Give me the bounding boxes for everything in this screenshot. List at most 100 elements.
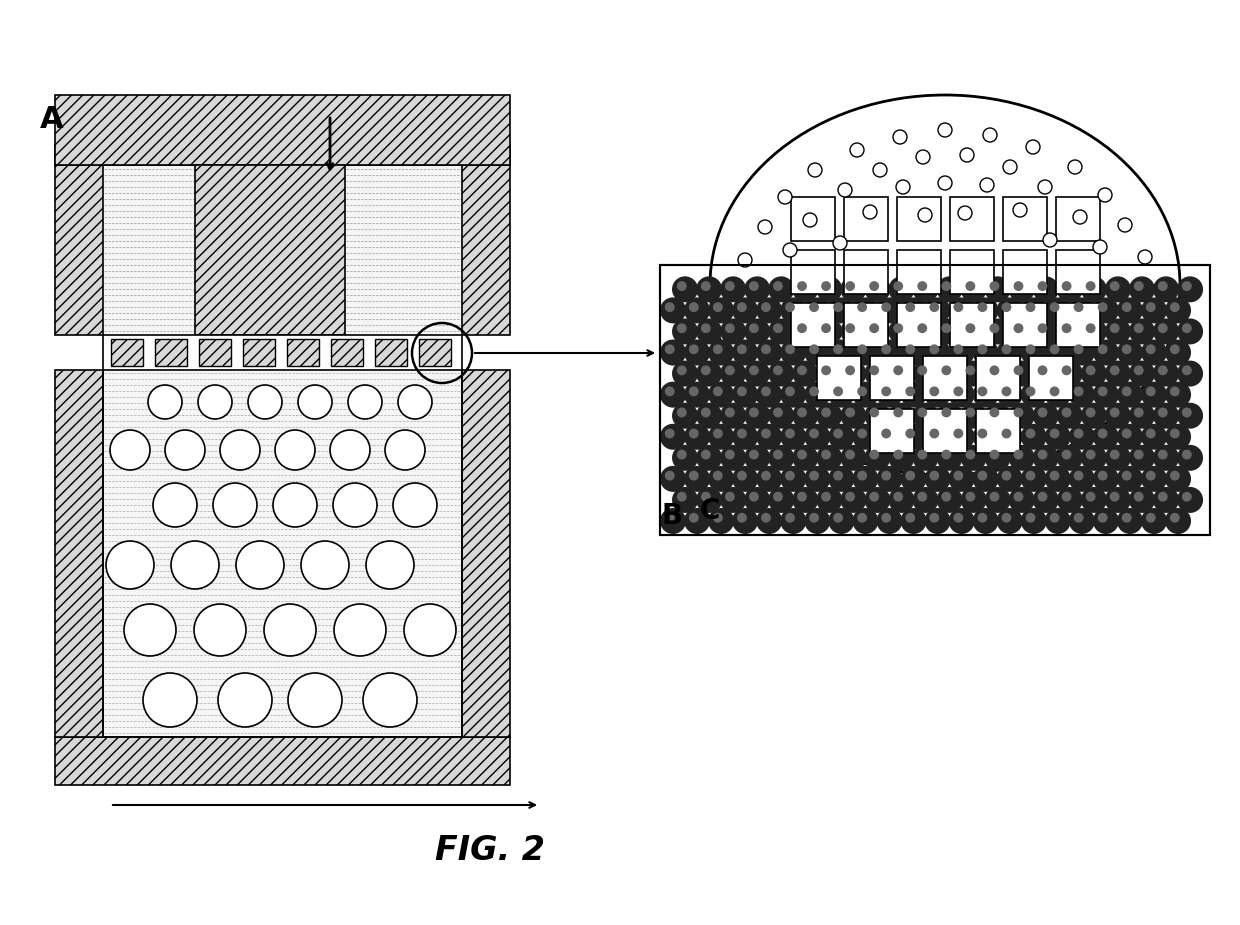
Circle shape <box>857 512 867 523</box>
Circle shape <box>696 361 722 387</box>
Circle shape <box>949 508 975 534</box>
Circle shape <box>833 512 843 523</box>
Circle shape <box>773 492 782 501</box>
Circle shape <box>857 344 867 354</box>
Circle shape <box>660 298 686 324</box>
Bar <box>198 339 231 366</box>
Circle shape <box>1021 424 1047 450</box>
Circle shape <box>990 323 999 333</box>
Circle shape <box>744 487 770 513</box>
Circle shape <box>756 382 782 408</box>
Circle shape <box>808 163 822 177</box>
Circle shape <box>1097 188 1112 202</box>
Circle shape <box>1069 382 1095 408</box>
Circle shape <box>708 339 734 365</box>
Circle shape <box>689 302 699 312</box>
Circle shape <box>1069 339 1095 365</box>
Circle shape <box>1025 302 1035 312</box>
Circle shape <box>1073 210 1087 224</box>
Circle shape <box>725 450 735 460</box>
Circle shape <box>1117 466 1143 492</box>
Circle shape <box>828 339 854 365</box>
Bar <box>1029 356 1073 400</box>
Circle shape <box>301 541 348 589</box>
Circle shape <box>1128 445 1154 471</box>
Circle shape <box>997 424 1023 450</box>
Circle shape <box>1061 365 1071 376</box>
Circle shape <box>1061 408 1071 417</box>
Circle shape <box>737 512 746 523</box>
Circle shape <box>1105 318 1131 344</box>
Circle shape <box>816 318 842 344</box>
Circle shape <box>1033 277 1059 302</box>
Circle shape <box>785 428 795 438</box>
Circle shape <box>905 302 915 312</box>
Circle shape <box>949 339 975 365</box>
Circle shape <box>882 428 892 438</box>
Circle shape <box>846 281 856 291</box>
Circle shape <box>849 143 864 157</box>
Circle shape <box>1133 408 1143 417</box>
Circle shape <box>841 277 867 302</box>
Circle shape <box>966 408 976 417</box>
Circle shape <box>1117 424 1143 450</box>
Circle shape <box>1025 471 1035 481</box>
Circle shape <box>1177 445 1203 471</box>
Circle shape <box>954 512 963 523</box>
Circle shape <box>816 487 842 513</box>
Circle shape <box>961 318 987 344</box>
Circle shape <box>1074 512 1084 523</box>
Circle shape <box>708 382 734 408</box>
Bar <box>55 370 103 737</box>
Circle shape <box>665 344 675 354</box>
Circle shape <box>684 424 711 450</box>
Circle shape <box>1166 339 1192 365</box>
Circle shape <box>977 428 987 438</box>
Circle shape <box>792 318 818 344</box>
Circle shape <box>737 344 746 354</box>
Circle shape <box>918 323 928 333</box>
Circle shape <box>977 471 987 481</box>
Circle shape <box>1097 302 1107 312</box>
Circle shape <box>792 445 818 471</box>
Circle shape <box>264 604 316 656</box>
Circle shape <box>684 382 711 408</box>
Circle shape <box>1056 445 1083 471</box>
Circle shape <box>1117 508 1143 534</box>
Circle shape <box>701 365 711 376</box>
Circle shape <box>869 492 879 501</box>
Bar <box>897 250 940 294</box>
Circle shape <box>1153 487 1179 513</box>
Circle shape <box>773 365 782 376</box>
Circle shape <box>889 277 914 302</box>
Circle shape <box>852 298 878 324</box>
Circle shape <box>1166 466 1192 492</box>
Circle shape <box>1177 361 1203 387</box>
Circle shape <box>937 176 952 190</box>
Circle shape <box>732 298 758 324</box>
Circle shape <box>905 471 915 481</box>
Circle shape <box>1025 140 1040 154</box>
Circle shape <box>749 323 759 333</box>
Circle shape <box>708 466 734 492</box>
Circle shape <box>696 277 722 302</box>
Circle shape <box>756 424 782 450</box>
Circle shape <box>925 508 951 534</box>
Circle shape <box>713 428 723 438</box>
Circle shape <box>966 323 976 333</box>
Circle shape <box>1182 450 1192 460</box>
Circle shape <box>797 492 807 501</box>
Circle shape <box>841 361 867 387</box>
Circle shape <box>725 281 735 291</box>
Circle shape <box>275 430 315 470</box>
Circle shape <box>972 424 998 450</box>
Circle shape <box>780 382 806 408</box>
Circle shape <box>954 428 963 438</box>
Circle shape <box>1122 428 1132 438</box>
Circle shape <box>936 361 962 387</box>
Circle shape <box>334 483 377 527</box>
Circle shape <box>677 323 687 333</box>
Circle shape <box>708 508 734 534</box>
Circle shape <box>869 408 879 417</box>
Circle shape <box>1061 450 1071 460</box>
